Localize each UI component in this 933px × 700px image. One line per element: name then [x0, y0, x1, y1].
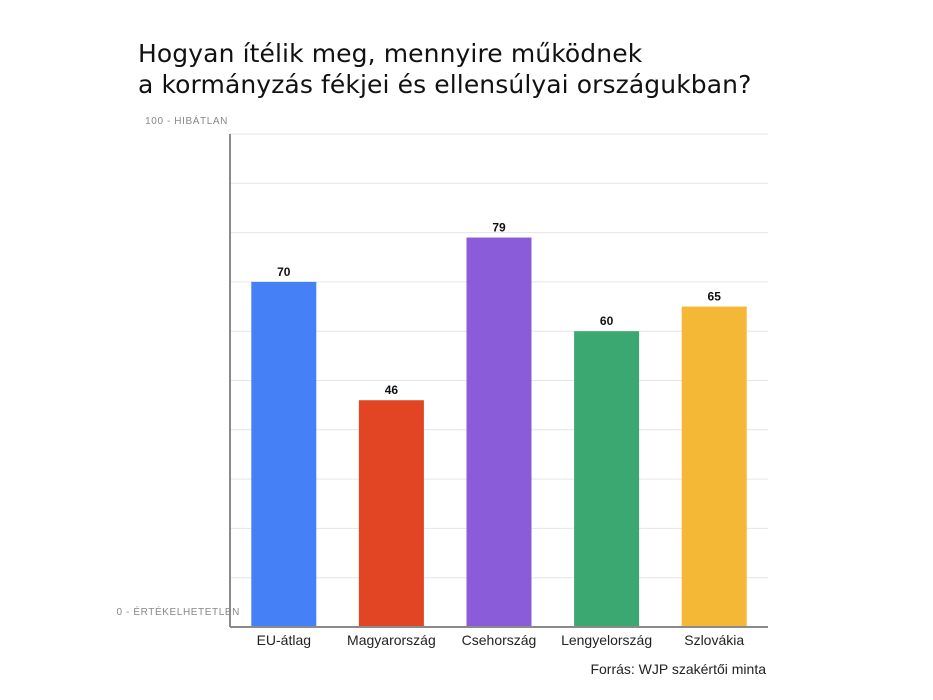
y-tick-label-bottom: 0 - ÉRTÉKELHETETLEN [117, 605, 240, 618]
data-label: 65 [708, 290, 722, 304]
data-label: 46 [385, 383, 399, 397]
x-tick-label: Szlovákia [684, 632, 744, 648]
chart-title: Hogyan ítélik meg, mennyire működnek a k… [138, 38, 858, 100]
y-tick-label-top: 100 - HIBÁTLAN [145, 114, 228, 127]
source-note: Forrás: WJP szakértői minta [590, 661, 766, 677]
bar [466, 237, 532, 627]
chart-title-line-2: a kormányzás fékjei és ellensúlyai orszá… [138, 70, 752, 99]
data-label: 79 [492, 221, 506, 235]
bar [251, 281, 317, 627]
bar [358, 400, 424, 627]
data-label: 70 [277, 265, 291, 279]
x-tick-label: EU-átlag [257, 632, 311, 648]
x-tick-label: Lengyelország [561, 632, 652, 648]
bar [574, 331, 640, 627]
x-tick-label: Csehország [462, 632, 537, 648]
data-label: 60 [600, 314, 614, 328]
chart-title-line-1: Hogyan ítélik meg, mennyire működnek [138, 39, 643, 68]
bar [681, 306, 747, 627]
x-tick-label: Magyarország [347, 632, 436, 648]
